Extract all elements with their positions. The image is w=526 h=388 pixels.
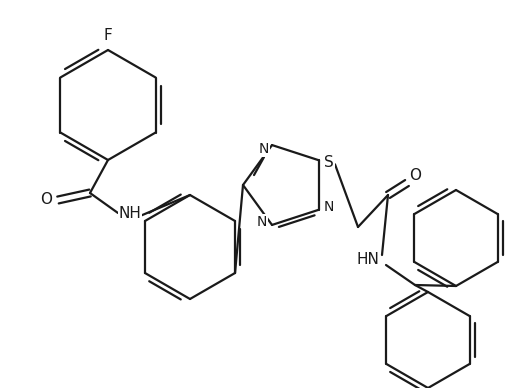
Text: F: F (104, 28, 113, 43)
Text: O: O (409, 168, 421, 182)
Text: S: S (324, 155, 334, 170)
Text: HN: HN (357, 253, 379, 267)
Text: O: O (40, 192, 52, 208)
Text: N: N (259, 142, 269, 156)
Text: N: N (324, 200, 334, 214)
Text: NH: NH (118, 206, 141, 220)
Text: N: N (257, 215, 267, 229)
